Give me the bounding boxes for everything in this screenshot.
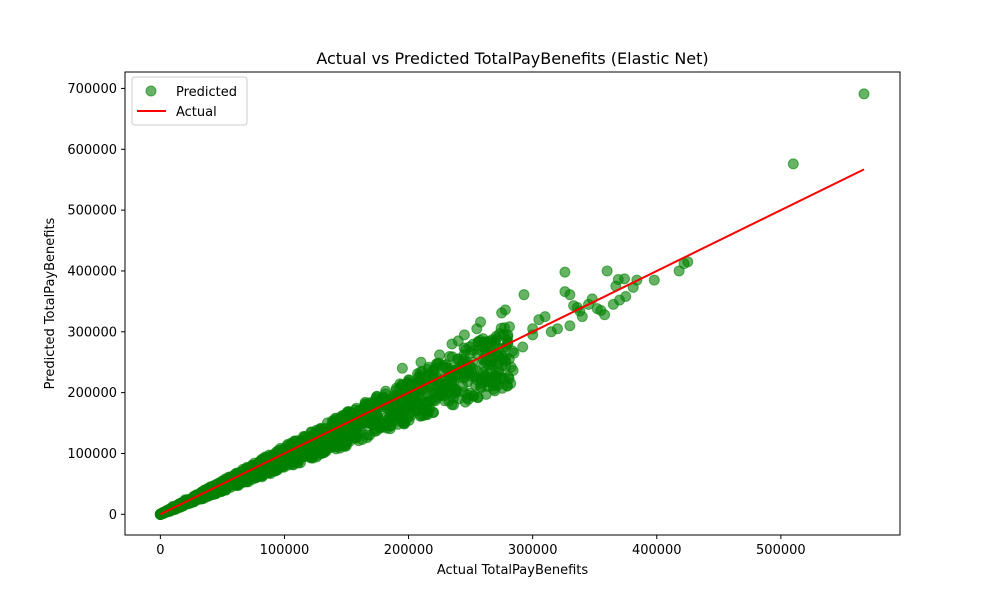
x-tick-label: 200000	[384, 543, 434, 558]
y-tick-label: 700000	[67, 82, 117, 97]
data-point	[440, 359, 452, 371]
data-point	[427, 387, 439, 399]
data-point	[501, 380, 513, 392]
data-point	[410, 396, 422, 408]
data-point	[858, 88, 870, 100]
data-point	[475, 316, 487, 328]
data-point	[518, 289, 530, 301]
data-point	[384, 404, 396, 416]
y-tick-label: 600000	[67, 143, 117, 158]
data-point	[601, 265, 613, 277]
data-point	[545, 326, 557, 338]
y-tick-label: 400000	[67, 264, 117, 279]
data-point	[353, 404, 365, 416]
data-point	[334, 427, 346, 439]
data-point	[427, 365, 439, 377]
y-axis-label: Predicted TotalPayBenefits	[43, 217, 58, 389]
legend-predicted-marker	[145, 85, 157, 97]
data-point	[477, 341, 489, 353]
legend: Predicted Actual	[131, 76, 248, 126]
data-point	[458, 329, 470, 341]
data-point	[440, 378, 452, 390]
data-point	[618, 273, 630, 285]
y-tick-label: 500000	[67, 204, 117, 219]
data-point	[365, 398, 377, 410]
data-point	[508, 347, 520, 359]
data-point	[564, 320, 576, 332]
chart-title: Actual vs Predicted TotalPayBenefits (El…	[316, 49, 708, 68]
data-point	[517, 341, 529, 353]
plot-area	[124, 71, 901, 536]
data-point	[648, 274, 660, 286]
data-point	[539, 311, 551, 323]
data-point	[312, 449, 324, 461]
data-point	[559, 266, 571, 278]
data-point	[499, 304, 511, 316]
y-tick-label: 0	[109, 508, 117, 523]
data-point	[576, 311, 588, 323]
x-axis-label: Actual TotalPayBenefits	[437, 563, 589, 578]
data-point	[488, 369, 500, 381]
data-point	[502, 329, 514, 341]
data-point	[399, 416, 411, 428]
x-tick-label: 0	[156, 543, 164, 558]
y-axis: 0 100000 200000 300000 400000 500000 600000 700…	[67, 82, 125, 523]
x-tick-label: 100000	[260, 543, 310, 558]
plot-frame	[124, 71, 901, 536]
legend-box	[131, 76, 248, 126]
data-point	[490, 379, 502, 391]
data-point	[474, 381, 486, 393]
data-point	[415, 356, 427, 368]
data-point	[403, 378, 415, 390]
data-point	[434, 349, 446, 361]
data-point	[564, 289, 576, 301]
data-point	[390, 384, 402, 396]
legend-actual-label: Actual	[176, 105, 217, 120]
data-point	[599, 309, 611, 321]
data-point	[347, 421, 359, 433]
x-axis: 0 100000 200000 300000 400000 500000	[156, 535, 806, 558]
actual-line-layer	[159, 168, 865, 516]
y-tick-label: 100000	[67, 447, 117, 462]
y-tick-label: 200000	[67, 386, 117, 401]
data-point	[359, 415, 371, 427]
data-point	[620, 291, 632, 303]
legend-predicted-label: Predicted	[176, 85, 237, 100]
x-tick-label: 300000	[508, 543, 558, 558]
scatter-points	[154, 88, 870, 520]
y-tick-label: 300000	[67, 325, 117, 340]
x-tick-label: 500000	[756, 543, 806, 558]
data-point	[487, 353, 499, 365]
data-point	[465, 347, 477, 359]
data-point	[415, 372, 427, 384]
data-point	[447, 392, 459, 404]
x-tick-label: 400000	[632, 543, 682, 558]
data-point	[452, 353, 464, 365]
data-point	[462, 367, 474, 379]
data-point	[396, 362, 408, 374]
actual-line	[159, 168, 865, 516]
data-point	[461, 392, 473, 404]
data-point	[489, 335, 501, 347]
data-point	[787, 158, 799, 170]
data-point	[372, 410, 384, 422]
data-point	[421, 396, 433, 408]
